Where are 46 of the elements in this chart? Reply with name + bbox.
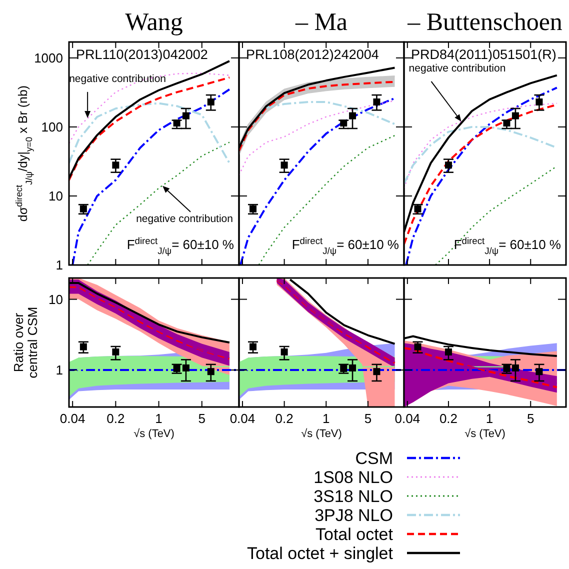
y-tick-label: 10 <box>48 292 63 307</box>
annotation: negative contribution <box>408 62 506 74</box>
chart-title: – Ma <box>294 9 348 36</box>
y-tick-label: 10 <box>48 188 63 204</box>
annotation: PRL110(2013)042002 <box>76 47 208 62</box>
annotation: F$^{direct}$$_{J/ψ}$= 60±10 % <box>126 236 234 256</box>
x-tick-label: 5 <box>364 411 372 426</box>
legend-label: 1S08 NLO <box>314 468 393 487</box>
x-tick-label: 0.2 <box>275 411 294 426</box>
point <box>182 112 190 120</box>
x-axis-title: √s (TeV) <box>301 428 342 440</box>
y-tick-label: 1 <box>56 362 63 378</box>
x-tick-label: 1 <box>486 411 494 426</box>
y-tick-label: 1000 <box>34 50 63 66</box>
x-tick-label: 1 <box>322 411 330 426</box>
x-axis-title: √s (TeV) <box>464 428 506 440</box>
legend-label: 3S18 NLO <box>314 487 393 506</box>
point <box>182 364 190 372</box>
legend-label: 3PJ8 NLO <box>314 506 393 525</box>
point <box>80 343 87 350</box>
x-tick-label: 0.2 <box>106 411 125 426</box>
y-tick-label: 1 <box>56 258 63 272</box>
annotation: PRD84(2011)051501(R) <box>411 47 556 62</box>
chart-title: – Buttenschoen <box>406 9 563 36</box>
legend-label: Total octet <box>316 525 394 544</box>
point <box>112 162 120 169</box>
x-tick-label: 5 <box>527 411 534 426</box>
legend-label: CSM <box>355 449 393 468</box>
annotation: PRL108(2012)242004 <box>246 47 380 62</box>
x-tick-label: 5 <box>198 411 206 426</box>
annotation: negative contribution <box>136 212 234 225</box>
x-tick-label: 0.2 <box>439 411 458 426</box>
annotation: negative contribution <box>69 72 166 85</box>
legend-label: Total octet + singlet <box>246 544 394 563</box>
point <box>112 348 120 356</box>
annotation: F$^{direct}$$_{J/ψ}$= 60±10 % <box>454 236 562 256</box>
x-tick-label: 0.04 <box>230 411 256 426</box>
chart-title: Wang <box>125 9 184 36</box>
x-tick-label: 0.04 <box>394 411 420 426</box>
point <box>80 205 87 212</box>
x-tick-label: 1 <box>155 411 162 426</box>
annotation: F$^{direct}$$_{J/ψ}$= 60±10 % <box>292 236 400 256</box>
y-tick-label: 100 <box>41 119 63 134</box>
x-axis-title: √s (TeV) <box>134 428 174 440</box>
y-axis-title: Ratio over central CSM <box>11 306 40 378</box>
x-tick-label: 0.04 <box>60 411 86 426</box>
